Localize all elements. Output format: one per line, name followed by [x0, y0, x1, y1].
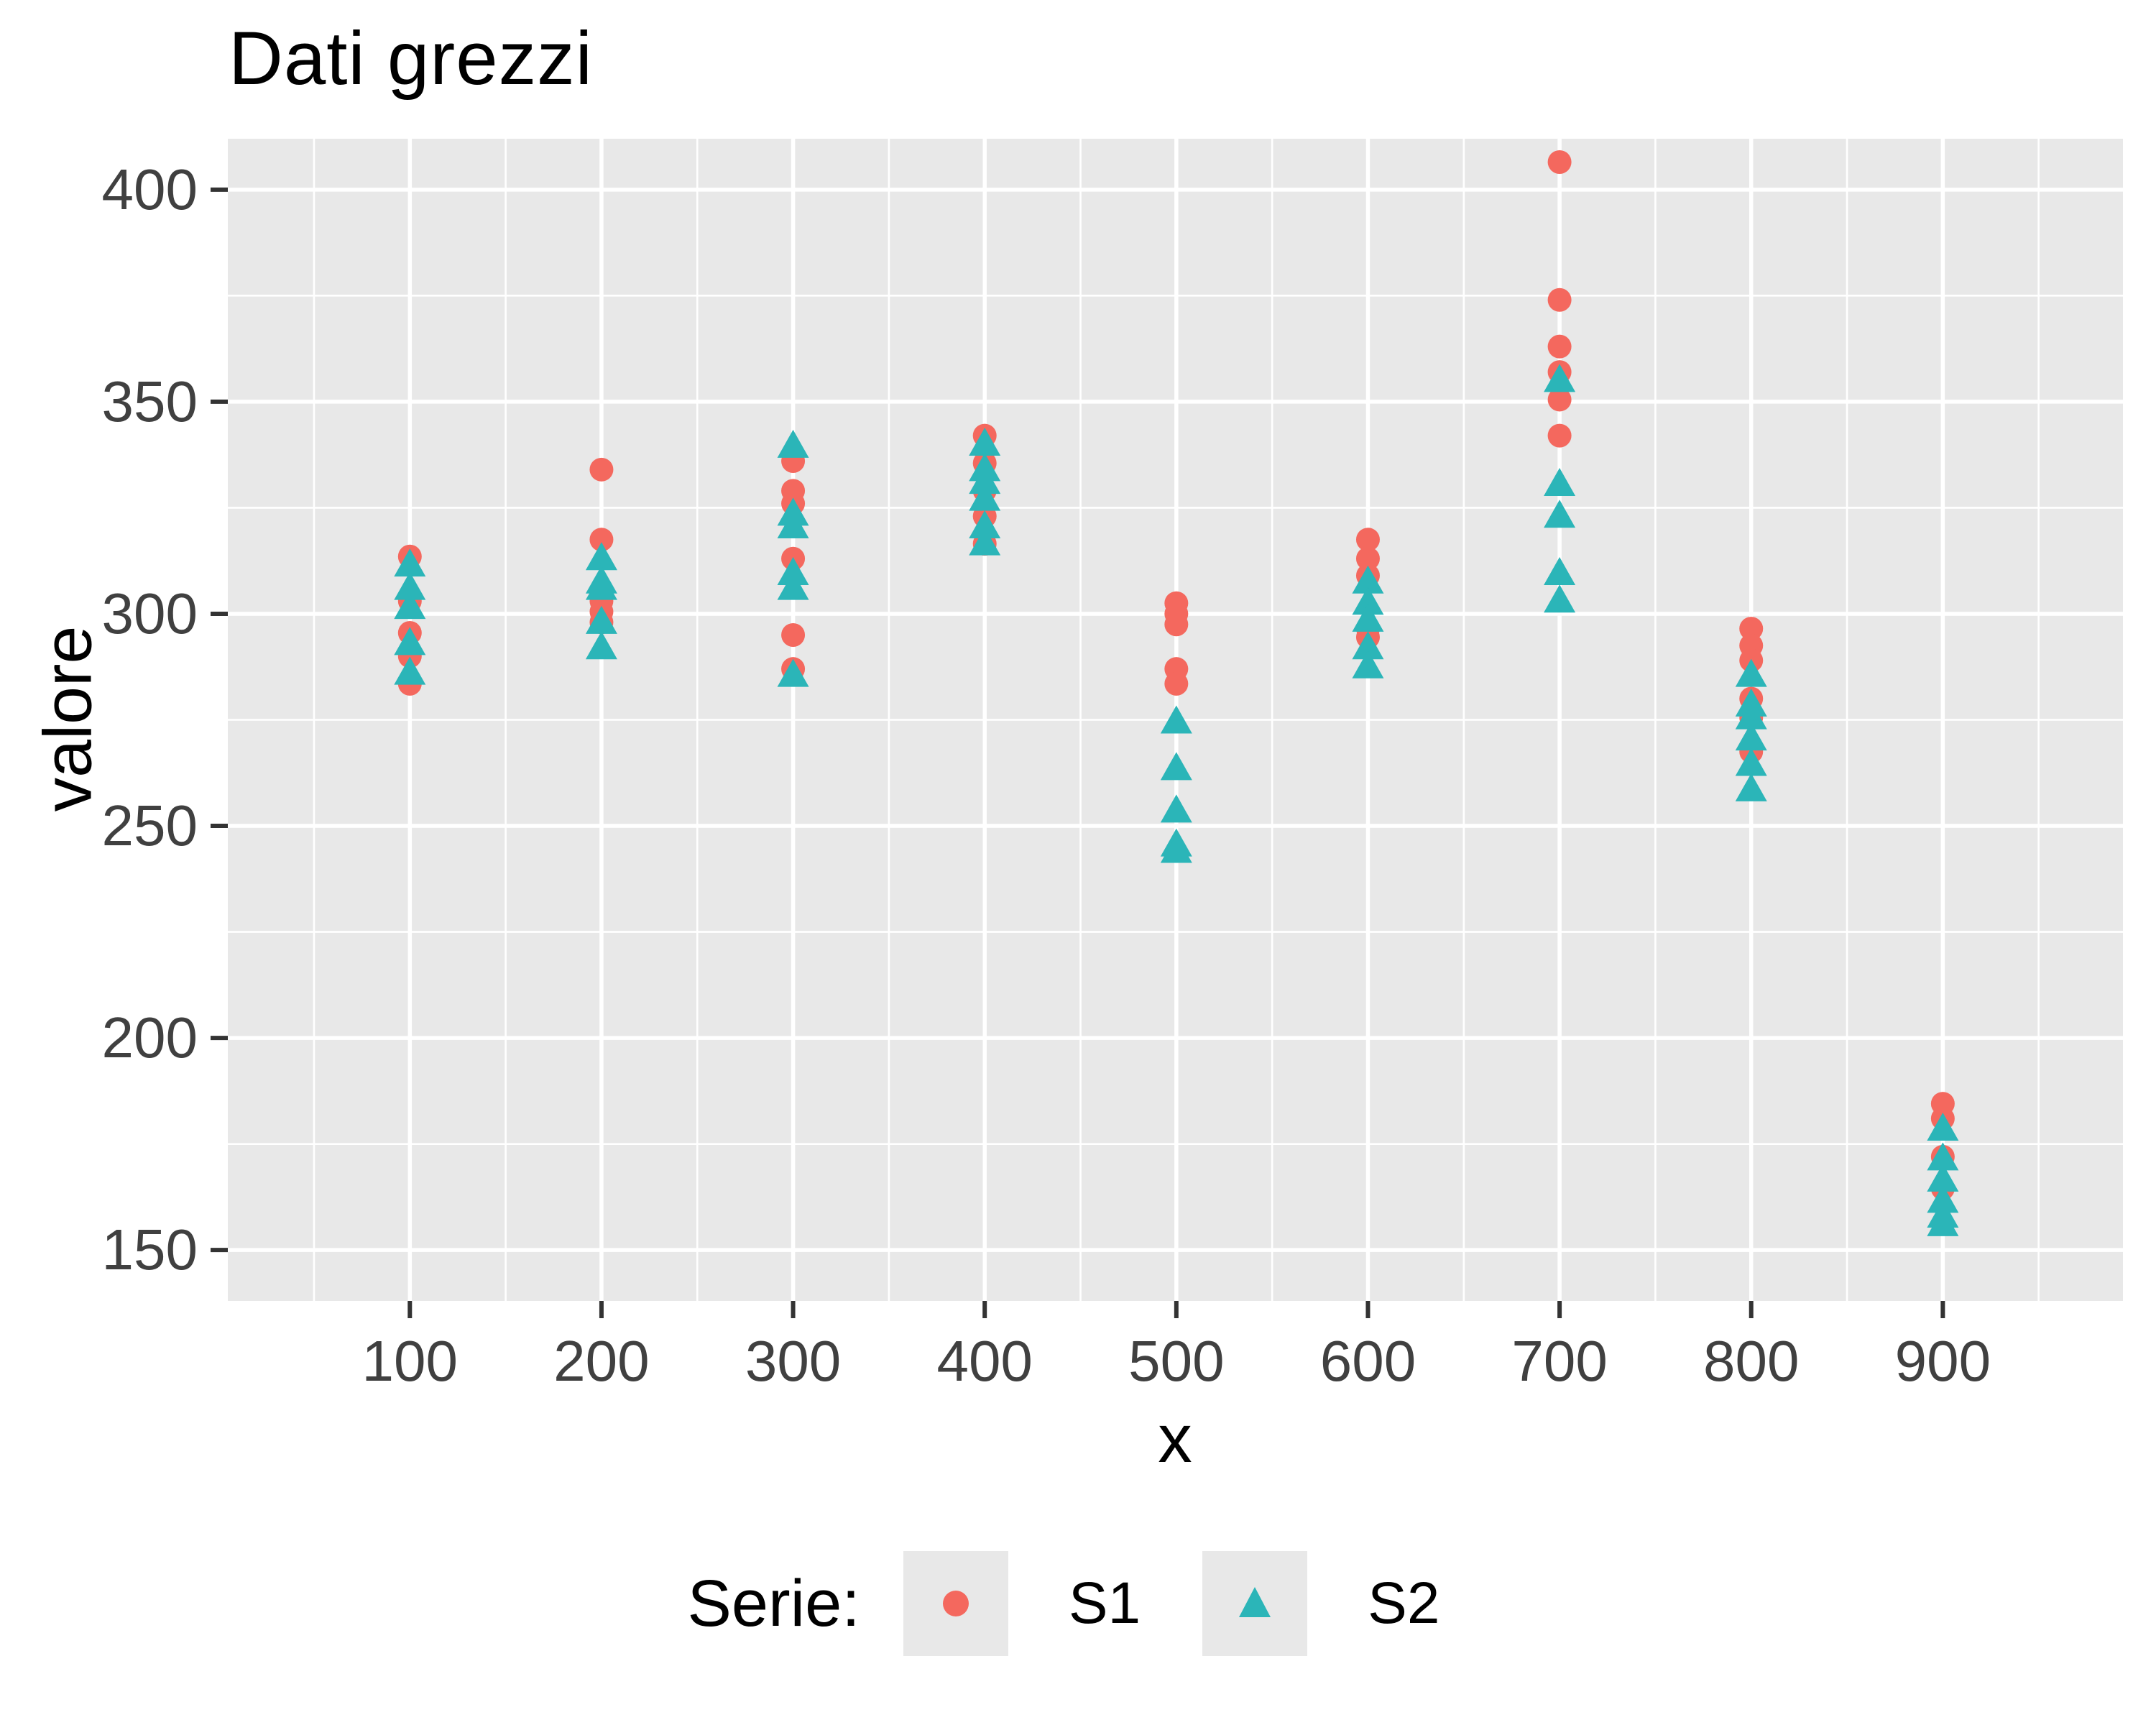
data-point-s2	[1927, 1184, 1959, 1213]
data-point-s2	[1735, 748, 1767, 776]
x-tick-label: 400	[936, 1329, 1033, 1393]
data-point-s2	[1544, 584, 1576, 613]
data-point-s2	[969, 482, 1001, 511]
data-point-s2	[969, 427, 1001, 456]
x-tick-label: 300	[745, 1329, 842, 1393]
data-point-s2	[1160, 705, 1192, 734]
data-point-s2	[1544, 556, 1576, 585]
data-point-s2	[1735, 773, 1767, 801]
data-point-s1	[589, 528, 614, 552]
data-point-s2	[1544, 468, 1576, 497]
x-tick-label: 800	[1703, 1329, 1800, 1393]
data-point-s1	[1547, 288, 1572, 312]
data-point-s1	[781, 622, 806, 647]
data-point-s2	[1927, 1208, 1959, 1236]
s1-circle-icon	[942, 1591, 969, 1616]
data-point-s2	[585, 605, 617, 634]
data-point-s2	[585, 571, 617, 600]
data-point-s1	[1547, 423, 1572, 448]
data-point-s2	[969, 466, 1001, 494]
s2-triangle-icon	[1239, 1587, 1271, 1617]
legend-key-s2	[1202, 1551, 1308, 1656]
y-tick-label: 350	[101, 369, 198, 433]
data-point-s2	[969, 510, 1001, 539]
data-point-s2	[1735, 701, 1767, 730]
y-axis-title: valore	[29, 625, 106, 812]
data-point-s2	[777, 658, 809, 687]
y-tick-label: 250	[101, 794, 198, 858]
y-tick-label: 200	[101, 1006, 198, 1070]
data-point-s2	[969, 527, 1001, 556]
data-point-s2	[394, 548, 426, 577]
data-point-s2	[1352, 565, 1384, 594]
x-tick-label: 500	[1128, 1329, 1225, 1393]
legend-key-s1	[903, 1551, 1008, 1656]
legend: Serie: S1 S2	[0, 1551, 2156, 1656]
data-point-s2	[1352, 650, 1384, 678]
data-point-s2	[777, 510, 809, 539]
data-point-s1	[1547, 334, 1572, 359]
data-point-s2	[777, 429, 809, 458]
data-point-s2	[1927, 1163, 1959, 1192]
x-tick-label: 100	[361, 1329, 459, 1393]
y-tick-label: 150	[101, 1218, 198, 1282]
data-point-s1	[1164, 612, 1189, 637]
data-point-s2	[777, 571, 809, 600]
x-tick-label: 900	[1894, 1329, 1991, 1393]
data-point-s2	[1544, 364, 1576, 392]
data-point-s2	[1160, 752, 1192, 781]
data-point-s1	[589, 457, 614, 482]
data-point-s2	[394, 627, 426, 656]
data-point-s2	[585, 631, 617, 660]
data-point-s2	[1160, 794, 1192, 823]
data-point-s1	[1739, 617, 1764, 641]
data-point-s1	[1547, 387, 1572, 412]
data-point-s2	[585, 542, 617, 571]
data-point-s2	[1927, 1142, 1959, 1171]
data-point-s2	[1352, 631, 1384, 660]
x-axis-title: x	[1158, 1401, 1192, 1477]
x-tick-label: 200	[553, 1329, 650, 1393]
x-tick-label: 700	[1511, 1329, 1608, 1393]
data-point-s2	[394, 591, 426, 620]
data-point-s2	[1735, 658, 1767, 687]
data-point-s2	[777, 556, 809, 585]
x-tick-label: 600	[1319, 1329, 1416, 1393]
data-point-s2	[394, 656, 426, 685]
y-tick-label: 300	[101, 581, 198, 645]
data-point-s1	[1164, 671, 1189, 696]
data-point-s1	[1547, 150, 1572, 174]
legend-label-s1: S1	[1068, 1570, 1141, 1636]
data-point-s2	[1352, 586, 1384, 615]
y-tick-label: 400	[101, 157, 198, 221]
chart-title: Dati grezzi	[229, 17, 593, 101]
data-point-s2	[1735, 722, 1767, 751]
data-point-s1	[1355, 546, 1380, 571]
data-point-s2	[394, 571, 426, 600]
legend-label-s2: S2	[1368, 1570, 1440, 1636]
data-point-s2	[1160, 834, 1192, 863]
data-point-s2	[1544, 500, 1576, 528]
data-point-s2	[1352, 603, 1384, 632]
legend-title: Serie:	[687, 1566, 860, 1640]
data-point-s2	[1927, 1113, 1959, 1141]
data-point-s1	[1355, 528, 1380, 552]
